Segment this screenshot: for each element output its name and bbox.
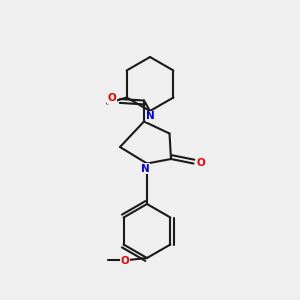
Text: N: N xyxy=(146,111,155,122)
Text: O: O xyxy=(108,93,116,103)
Text: O: O xyxy=(120,256,129,266)
Text: N: N xyxy=(141,164,150,174)
Text: O: O xyxy=(196,158,205,168)
